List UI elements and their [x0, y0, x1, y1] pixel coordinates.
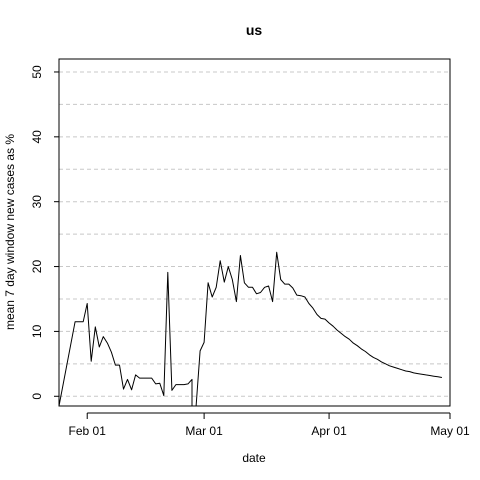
y-tick-label: 40: [30, 130, 44, 144]
series-layer: [58, 59, 442, 407]
chart-title: us: [246, 22, 263, 38]
x-tick-label: Apr 01: [311, 424, 347, 438]
y-axis: 0 10 20 30 40 50: [30, 65, 59, 400]
y-tick-label: 0: [30, 393, 44, 400]
y-tick-label: 20: [30, 260, 44, 274]
x-tick-label: Feb 01: [69, 424, 107, 438]
y-tick-label: 10: [30, 324, 44, 338]
y-tick-label: 50: [30, 65, 44, 79]
x-axis: Feb 01 Mar 01 Apr 01 May 01: [69, 412, 470, 438]
series-line: [58, 59, 442, 407]
y-axis-label: mean 7 day window new cases as %: [3, 134, 17, 330]
plot-frame: [58, 58, 451, 407]
x-axis-label: date: [242, 451, 266, 465]
x-tick-label: May 01: [430, 424, 470, 438]
y-tick-label: 30: [30, 195, 44, 209]
x-tick-label: Mar 01: [185, 424, 223, 438]
